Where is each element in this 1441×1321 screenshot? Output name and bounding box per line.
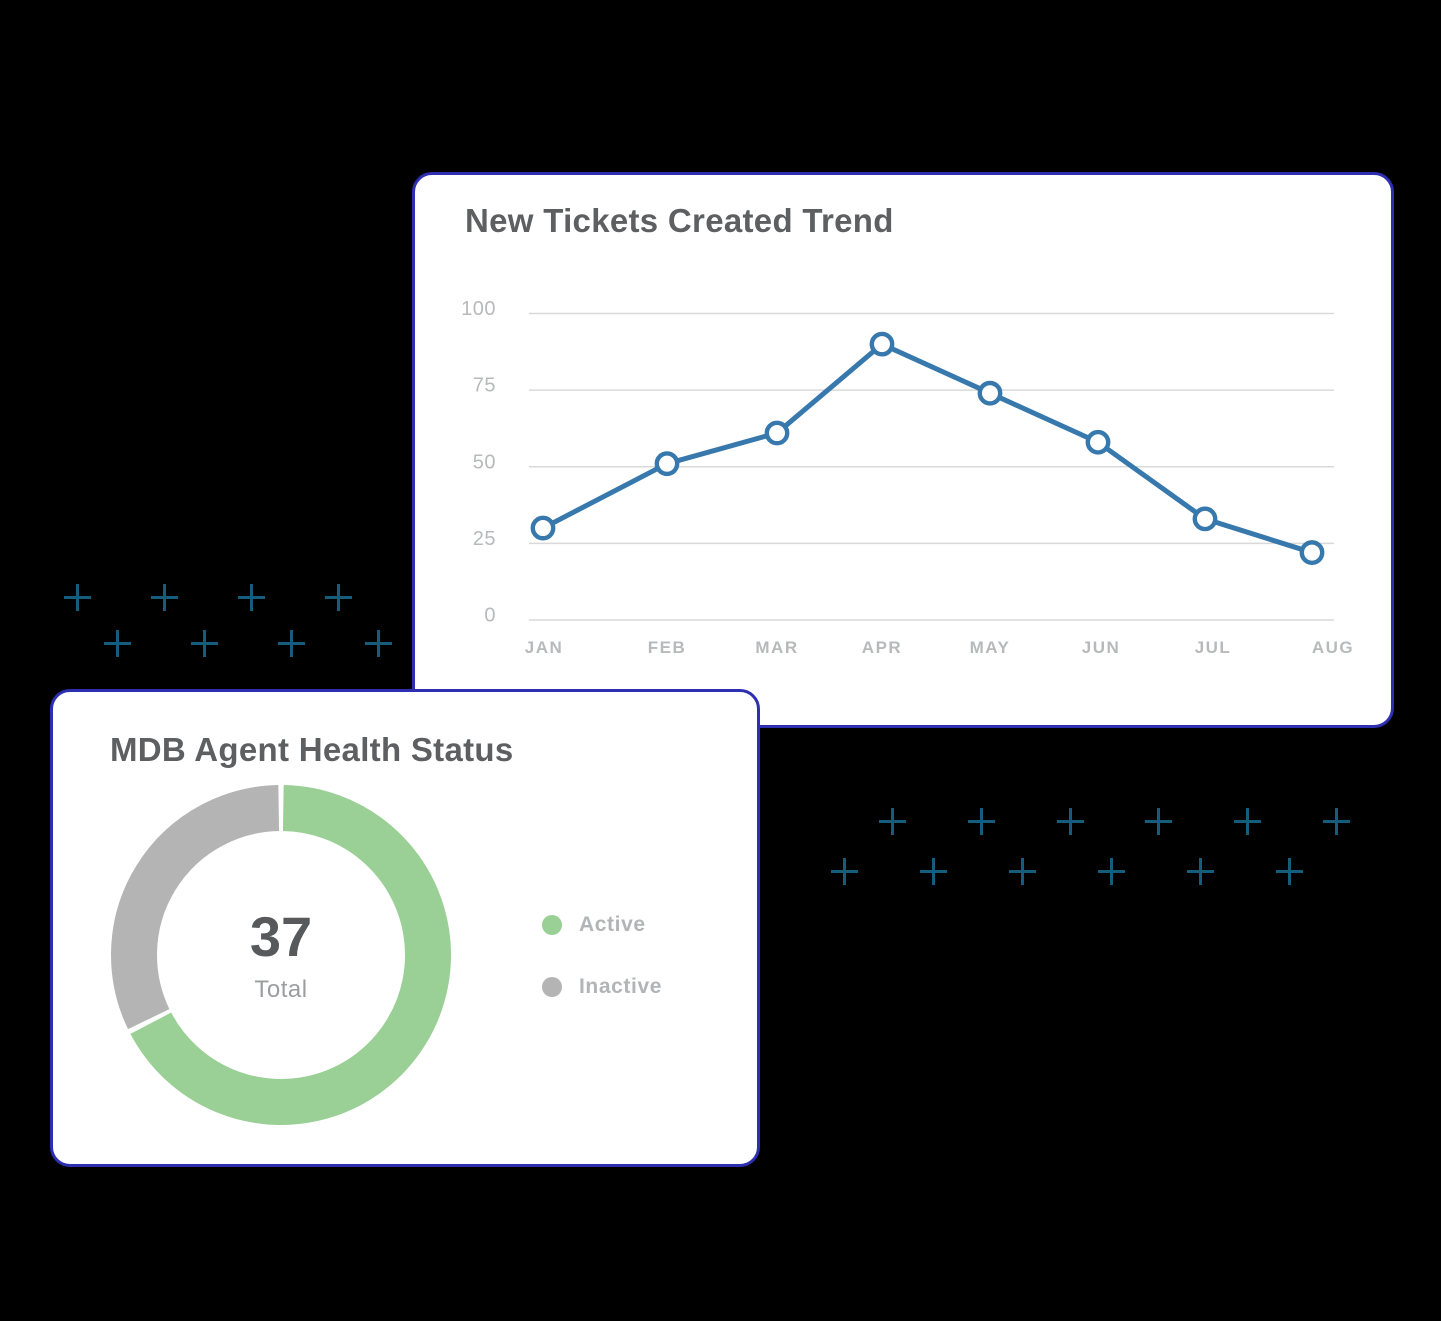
data-point-marker	[654, 451, 680, 477]
legend-label-inactive: Inactive	[579, 975, 663, 998]
active-dot-icon	[542, 915, 562, 935]
plus-icon	[1097, 857, 1125, 885]
plus-icon	[919, 857, 947, 885]
x-tick-label: MAR	[755, 638, 798, 657]
data-point-marker	[764, 420, 790, 446]
donut-chart-card: MDB Agent Health Status 37 Total Active …	[50, 689, 760, 1167]
x-tick-label: JUN	[1082, 638, 1121, 657]
gridlines-group	[529, 312, 1334, 621]
legend-item-active: Active	[542, 911, 662, 939]
y-axis-labels: 0 25 50 75 100	[461, 298, 496, 627]
plus-icon	[1008, 857, 1036, 885]
plus-icon	[967, 807, 995, 835]
plus-icon	[878, 807, 906, 835]
legend-label-active: Active	[579, 913, 646, 936]
y-tick-label: 100	[461, 298, 496, 320]
x-tick-label: AUG	[1312, 638, 1354, 657]
x-tick-label: APR	[862, 638, 902, 657]
x-tick-label: FEB	[648, 638, 687, 657]
data-point-marker	[977, 380, 1003, 406]
line-chart: 0 25 50 75 100 JAN FEB MAR APR MAY JUN JUL AUG	[461, 298, 1354, 657]
legend-item-inactive: Inactive	[542, 973, 662, 1001]
data-point-marker	[1085, 429, 1111, 455]
line-chart-card: New Tickets Created Trend 0 25 50 75 100 JAN F…	[412, 172, 1394, 728]
x-axis-labels: JAN FEB MAR APR MAY JUN JUL AUG	[525, 638, 1354, 657]
plus-icon	[1186, 857, 1214, 885]
inactive-dot-icon	[542, 977, 562, 997]
plus-icon	[1233, 807, 1261, 835]
donut-slice-active	[130, 785, 451, 1125]
data-point-marker	[1192, 506, 1218, 532]
x-tick-label: MAY	[970, 638, 1011, 657]
plus-icon	[103, 630, 131, 657]
donut-slice-inactive	[111, 785, 280, 1030]
plus-icon	[277, 630, 305, 657]
donut-chart	[111, 785, 451, 1125]
plus-icon	[1322, 807, 1350, 835]
y-tick-label: 0	[484, 605, 496, 627]
plus-icon	[1275, 857, 1303, 885]
y-tick-label: 25	[473, 528, 496, 550]
plus-icon	[190, 630, 218, 657]
y-tick-label: 50	[473, 451, 496, 473]
line-series	[540, 341, 1315, 556]
data-point-marker	[869, 331, 895, 357]
plus-icon	[237, 583, 265, 611]
x-tick-label: JUL	[1195, 638, 1232, 657]
plus-icon	[830, 857, 858, 885]
x-tick-label: JAN	[525, 638, 564, 657]
plus-icon	[150, 583, 178, 611]
markers-group	[530, 331, 1325, 565]
donut-chart-title: MDB Agent Health Status	[110, 731, 514, 768]
plus-icon	[63, 583, 91, 611]
plus-icon	[1056, 807, 1084, 835]
line-chart-title: New Tickets Created Trend	[465, 202, 894, 239]
y-tick-label: 75	[473, 375, 496, 397]
donut-legend: Active Inactive	[542, 911, 662, 1001]
plus-icon	[324, 583, 352, 611]
plus-icon	[364, 630, 392, 657]
data-point-marker	[1299, 540, 1325, 565]
data-point-marker	[530, 515, 556, 541]
plus-icon	[1144, 807, 1172, 835]
